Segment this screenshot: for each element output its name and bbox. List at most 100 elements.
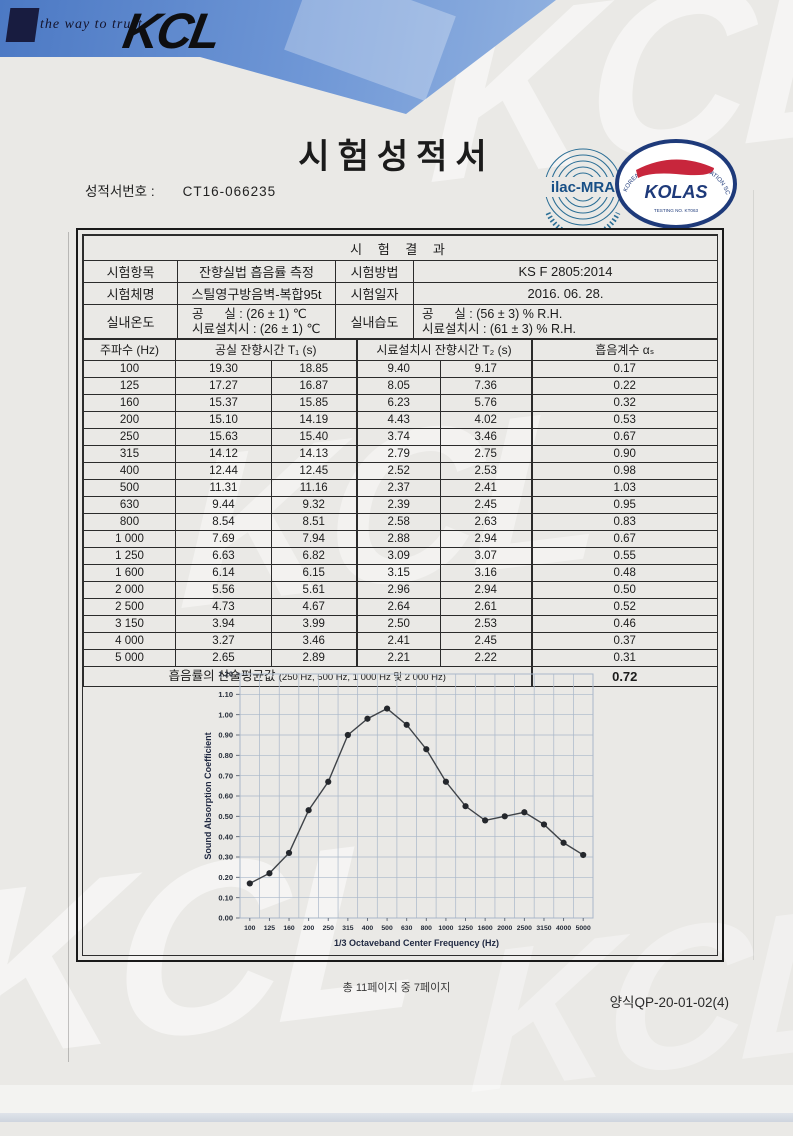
- table-cell: 15.40: [271, 428, 357, 446]
- table-cell: 1 600: [83, 564, 176, 582]
- table-cell: 4 000: [83, 632, 176, 650]
- table-cell: 17.27: [175, 377, 272, 395]
- table-cell: 1.03: [530, 479, 718, 497]
- table-cell: 5 000: [83, 649, 176, 667]
- table-cell: 6.14: [175, 564, 272, 582]
- svg-text:1000: 1000: [438, 925, 453, 932]
- table-row: 400 12.44 12.45 2.52 2.53 0.98: [83, 462, 718, 480]
- table-cell: 0.67: [530, 428, 718, 446]
- chart-point: [285, 849, 293, 857]
- chart-point: [305, 807, 312, 814]
- table-cell: 0.32: [530, 394, 718, 412]
- chart-point: [482, 817, 489, 824]
- env-label: 실내온도: [83, 304, 178, 339]
- scan-bottom-strip: [0, 1113, 793, 1122]
- chart-point: [266, 870, 273, 877]
- chart-point: [325, 778, 332, 785]
- table-cell: 0.83: [530, 513, 718, 531]
- table-row: 2 000 5.56 5.61 2.96 2.94 0.50: [83, 581, 718, 599]
- table-cell: 315: [83, 445, 176, 463]
- table-cell: 6.82: [271, 547, 357, 565]
- table-cell: 0.90: [530, 445, 718, 463]
- table-cell: 2.37: [355, 479, 441, 497]
- table-cell: 0.95: [530, 496, 718, 514]
- table-row: 2 500 4.73 4.67 2.64 2.61 0.52: [83, 598, 718, 616]
- table-cell: 3.46: [271, 632, 357, 650]
- table-cell: 11.16: [271, 479, 357, 497]
- svg-text:0.40: 0.40: [218, 832, 233, 841]
- info-label: 시험방법: [335, 260, 414, 283]
- footer-form-code: 양식QP-20-01-02(4): [609, 995, 729, 1010]
- section-title: 시 험 결 과: [83, 235, 718, 261]
- info-label: 시험항목: [83, 260, 178, 283]
- table-row: 630 9.44 9.32 2.39 2.45 0.95: [83, 496, 718, 514]
- table-row: 5 000 2.65 2.89 2.21 2.22 0.31: [83, 649, 718, 667]
- info-value: KS F 2805:2014: [413, 260, 718, 283]
- table-row: 160 15.37 15.85 6.23 5.76 0.32: [83, 394, 718, 412]
- average-label-cell: 흡음률의 산술평균값 (250 Hz, 500 Hz, 1 000 Hz 및 2…: [83, 666, 532, 687]
- table-cell: 14.13: [271, 445, 357, 463]
- table-cell: 2 000: [83, 581, 176, 599]
- table-cell: 15.37: [175, 394, 272, 412]
- table-cell: 5.76: [440, 394, 532, 412]
- table-cell: 0.22: [530, 377, 718, 395]
- table-cell: 2.79: [355, 445, 441, 463]
- svg-text:1.20: 1.20: [218, 670, 233, 679]
- svg-text:0.80: 0.80: [218, 751, 233, 760]
- table-cell: 125: [83, 377, 176, 395]
- table-cell: 2.52: [355, 462, 441, 480]
- table-cell: 15.63: [175, 428, 272, 446]
- table-cell: 7.69: [175, 530, 272, 548]
- humidity-line: 시료설치시 : (61 ± 3) % R.H.: [422, 321, 576, 336]
- kolas-logo: KOREA LABORATORY ACCREDITATION SCHEME KO…: [614, 138, 737, 229]
- footer-page-info: 총 11페이지 중 7페이지: [342, 982, 451, 994]
- table-cell: 12.45: [271, 462, 357, 480]
- table-cell: 800: [83, 513, 176, 531]
- table-cell: 2.41: [440, 479, 532, 497]
- table-row: 125 17.27 16.87 8.05 7.36 0.22: [83, 377, 718, 395]
- table-cell: 1 000: [83, 530, 176, 548]
- table-cell: 2.88: [355, 530, 441, 548]
- table-cell: 500: [83, 479, 176, 497]
- chart-point: [364, 715, 371, 722]
- average-note: (250 Hz, 500 Hz, 1 000 Hz 및 2 000 Hz): [278, 671, 446, 683]
- table-cell: 9.40: [355, 360, 441, 378]
- svg-text:0.20: 0.20: [218, 873, 233, 882]
- table-cell: 4.02: [440, 411, 532, 429]
- table-cell: 200: [83, 411, 176, 429]
- svg-text:5000: 5000: [576, 925, 591, 932]
- svg-text:0.70: 0.70: [218, 771, 233, 780]
- svg-text:400: 400: [362, 925, 374, 932]
- table-row: 1 000 7.69 7.94 2.88 2.94 0.67: [83, 530, 718, 548]
- table-row: 3 150 3.94 3.99 2.50 2.53 0.46: [83, 615, 718, 633]
- table-cell: 12.44: [175, 462, 272, 480]
- table-cell: 0.55: [530, 547, 718, 565]
- table-row: 200 15.10 14.19 4.43 4.02 0.53: [83, 411, 718, 429]
- table-cell: 2.96: [355, 581, 441, 599]
- env-label: 실내습도: [335, 304, 414, 339]
- table-cell: 11.31: [175, 479, 272, 497]
- table-cell: 3 150: [83, 615, 176, 633]
- scan-bottom-band: [0, 1085, 793, 1113]
- column-header-t1: 공실 잔향시간 T₁ (s): [175, 339, 357, 361]
- table-cell: 18.85: [271, 360, 357, 378]
- table-cell: 8.51: [271, 513, 357, 531]
- table-cell: 2.41: [355, 632, 441, 650]
- table-row: 315 14.12 14.13 2.79 2.75 0.90: [83, 445, 718, 463]
- table-cell: 3.74: [355, 428, 441, 446]
- chart-point: [383, 705, 391, 712]
- column-header-t2: 시료설치시 잔향시간 T₂ (s): [355, 339, 532, 361]
- table-cell: 3.09: [355, 547, 441, 565]
- kcl-logo: KCL: [119, 3, 223, 59]
- chart-area: 0.00 0.10 0.20 0.30 0.40 0.50 0.60 0.70 0.80 0.90…: [83, 664, 717, 955]
- table-row: 1 250 6.63 6.82 3.09 3.07 0.55: [83, 547, 718, 565]
- table-row: 500 11.31 11.16 2.37 2.41 1.03: [83, 479, 718, 497]
- table-cell: 2.50: [355, 615, 441, 633]
- chart-point: [344, 731, 351, 739]
- table-row: 1 600 6.14 6.15 3.15 3.16 0.48: [83, 564, 718, 582]
- table-cell: 2.75: [440, 445, 532, 463]
- chart-point: [423, 746, 430, 753]
- ilac-text-band: [540, 177, 626, 197]
- x-axis-title: 1/3 Octaveband Center Frequency (Hz): [334, 938, 499, 948]
- table-cell: 9.17: [440, 360, 532, 378]
